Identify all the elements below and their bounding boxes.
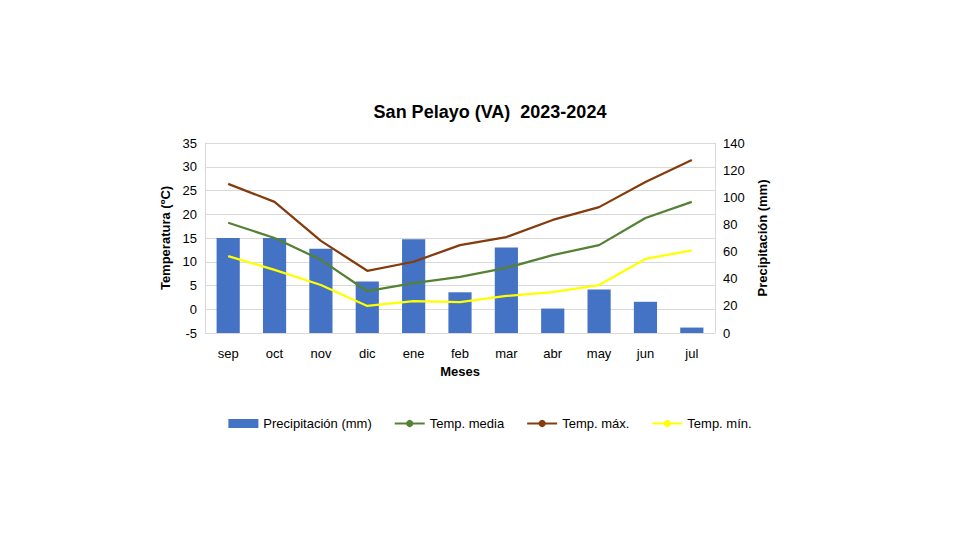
svg-text:40: 40: [723, 271, 737, 286]
svg-text:20: 20: [723, 298, 737, 313]
svg-text:Precipitación (mm): Precipitación (mm): [755, 179, 770, 296]
svg-text:60: 60: [723, 244, 737, 259]
svg-text:sep: sep: [218, 346, 239, 361]
svg-text:oct: oct: [266, 346, 284, 361]
svg-text:Meses: Meses: [440, 364, 480, 379]
svg-text:jun: jun: [636, 346, 654, 361]
svg-text:Temp. máx.: Temp. máx.: [562, 416, 629, 431]
svg-text:-5: -5: [185, 326, 197, 341]
svg-text:80: 80: [723, 217, 737, 232]
svg-text:35: 35: [183, 136, 197, 151]
svg-text:100: 100: [723, 190, 745, 205]
svg-text:abr: abr: [543, 346, 562, 361]
svg-text:30: 30: [183, 159, 197, 174]
svg-text:Precipitación (mm): Precipitación (mm): [263, 416, 371, 431]
svg-text:15: 15: [183, 231, 197, 246]
svg-text:140: 140: [723, 136, 745, 151]
svg-text:5: 5: [190, 278, 197, 293]
svg-text:dic: dic: [359, 346, 376, 361]
svg-text:ene: ene: [403, 346, 425, 361]
svg-text:Temp. mín.: Temp. mín.: [687, 416, 751, 431]
svg-text:may: may: [587, 346, 612, 361]
svg-text:San Pelayo (VA) 2023-2024: San Pelayo (VA) 2023-2024: [374, 102, 607, 122]
svg-text:120: 120: [723, 163, 745, 178]
svg-text:0: 0: [723, 326, 730, 341]
svg-text:Temp. media: Temp. media: [430, 416, 505, 431]
svg-text:Temperatura (ºC): Temperatura (ºC): [158, 186, 173, 290]
svg-text:0: 0: [190, 302, 197, 317]
svg-text:nov: nov: [310, 346, 331, 361]
svg-text:25: 25: [183, 183, 197, 198]
svg-text:jul: jul: [684, 346, 698, 361]
svg-text:20: 20: [183, 207, 197, 222]
svg-text:10: 10: [183, 254, 197, 269]
svg-text:feb: feb: [451, 346, 469, 361]
svg-text:mar: mar: [495, 346, 518, 361]
